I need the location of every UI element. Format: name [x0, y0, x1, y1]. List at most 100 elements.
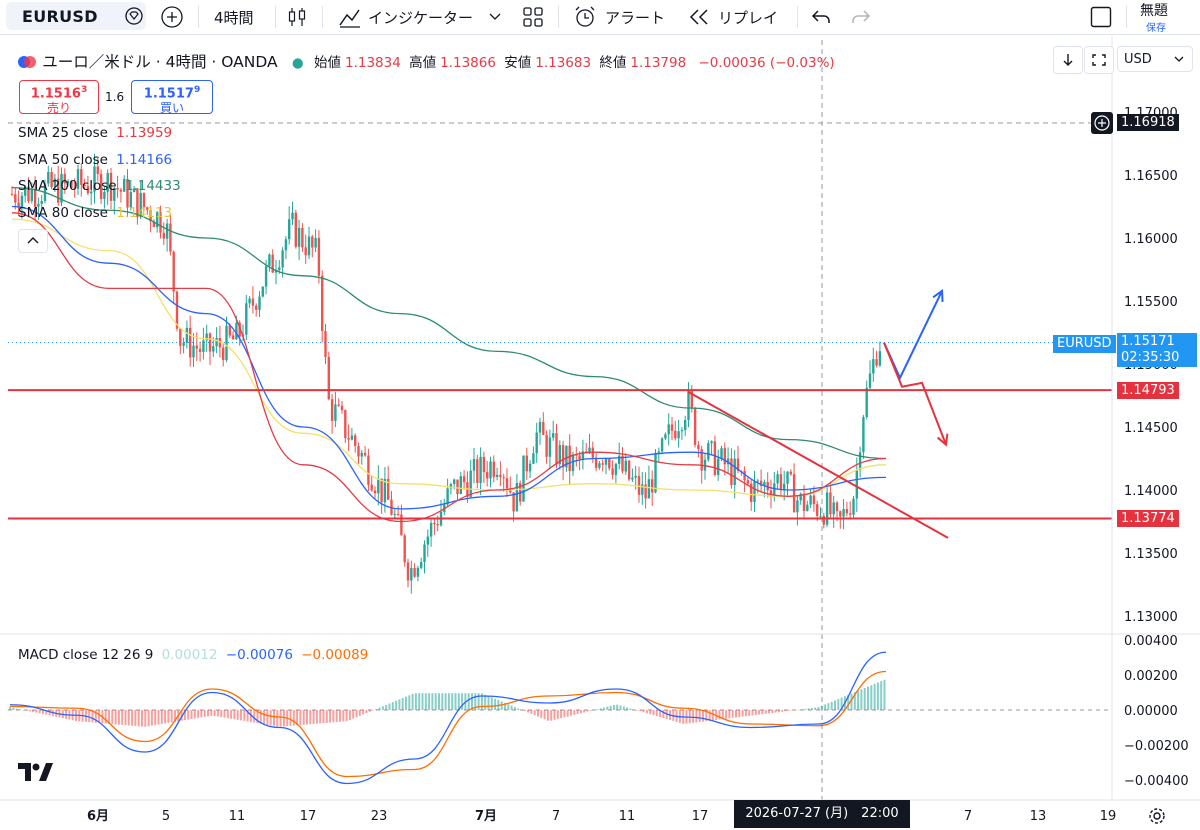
buy-button[interactable]: 1.15179 買い: [131, 80, 213, 115]
macd-histogram-bar: [797, 709, 800, 711]
macd-legend[interactable]: MACD close 12 26 9 0.00012 −0.00076 −0.0…: [18, 647, 372, 663]
candle-up: [297, 227, 301, 247]
candle-down: [228, 325, 231, 336]
macd-histogram-bar: [807, 708, 810, 710]
indicators-button[interactable]: インジケーター: [338, 0, 501, 34]
fullscreen-button[interactable]: [1090, 0, 1112, 34]
projection-down-arrow: [883, 342, 947, 446]
candle-up: [552, 433, 555, 438]
candle-up: [185, 327, 189, 343]
macd-histogram-bar: [325, 710, 328, 723]
candle-up: [350, 435, 354, 440]
indicators-label: インジケーター: [368, 8, 474, 27]
layout-name[interactable]: 無題: [1140, 3, 1168, 19]
gear-icon: [1149, 808, 1165, 824]
candle-down: [238, 322, 241, 337]
macd-tick-label: −0.00200: [1124, 739, 1189, 754]
macd-histogram-bar: [500, 701, 503, 710]
candle-up: [855, 470, 858, 499]
candle-up: [726, 458, 730, 465]
save-label[interactable]: 保存: [1146, 23, 1166, 34]
symbol-search-button[interactable]: EURUSD: [6, 2, 146, 30]
maximize-pane-button[interactable]: [1084, 46, 1114, 74]
macd-histogram-bar: [210, 710, 213, 716]
candle-up: [261, 286, 264, 297]
legend-sma25[interactable]: SMA 25 close 1.13959: [18, 125, 176, 141]
replay-button[interactable]: リプレイ: [688, 0, 778, 34]
chart-title: ユーロ／米ドル · 4時間 · OANDA: [42, 53, 278, 71]
sell-button[interactable]: 1.15163 売り: [19, 80, 99, 115]
macd-signal-line: [9, 670, 887, 778]
candle-down: [50, 172, 53, 188]
chart-legend-header: ユーロ／米ドル · 4時間 · OANDA ● 始値 1.13834 高値 1.13…: [18, 50, 839, 72]
candle-up: [858, 452, 862, 471]
time-tick-label: 11: [619, 809, 636, 824]
currency-label: USD: [1124, 52, 1152, 67]
candle-up: [30, 189, 33, 202]
collapse-legend-button[interactable]: [18, 229, 48, 253]
candle-down: [70, 181, 73, 188]
time-tick-label: 7: [552, 809, 560, 824]
candle-up: [538, 421, 542, 433]
candle-up: [37, 203, 40, 207]
scroll-down-button[interactable]: [1053, 46, 1083, 74]
macd-histogram-bar: [721, 710, 724, 720]
candle-up: [20, 195, 24, 208]
candle-down: [769, 490, 773, 496]
resistance-price-tag: 1.14793: [1117, 382, 1179, 399]
price-tick-label: 1.14500: [1124, 421, 1178, 436]
macd-histogram-bar: [741, 710, 744, 717]
crosshair-date-tag: 2026-07-27 (月) 22:00: [734, 800, 910, 828]
candle-up: [806, 504, 809, 511]
candle-up: [733, 458, 736, 485]
interval-button[interactable]: 4時間: [214, 8, 254, 27]
candle-up: [449, 484, 453, 489]
candle-up: [865, 387, 868, 417]
price-chart[interactable]: 1.170001.165001.160001.155001.150001.145…: [0, 35, 1200, 828]
macd-histogram-bar: [266, 710, 269, 725]
macd-histogram-bar: [824, 704, 827, 710]
signal-value: −0.00089: [301, 647, 369, 663]
macd-histogram-bar: [649, 710, 652, 715]
undo-button[interactable]: [810, 0, 832, 34]
legend-sma200[interactable]: SMA 200 close 1.14433: [18, 178, 185, 194]
candle-down: [363, 452, 367, 456]
templates-button[interactable]: [522, 0, 544, 34]
macd-histogram-bar: [847, 694, 850, 710]
macd-histogram-bar: [375, 708, 378, 710]
indicators-icon: [339, 9, 360, 28]
macd-histogram-bar: [731, 710, 734, 718]
candle-down: [152, 221, 156, 228]
macd-histogram-bar: [593, 709, 596, 711]
macd-histogram-bar: [612, 705, 615, 710]
compare-add-button[interactable]: [160, 0, 184, 34]
legend-sma50[interactable]: SMA 50 close 1.14166: [18, 152, 176, 168]
macd-histogram-bar: [408, 695, 411, 710]
candle-down: [512, 492, 515, 512]
macd-histogram-bar: [164, 710, 167, 724]
chart-type-button[interactable]: [287, 0, 307, 34]
settings-button[interactable]: [1147, 806, 1167, 830]
low-value: 1.13683: [535, 55, 592, 71]
macd-histogram-bar: [834, 700, 836, 710]
macd-histogram-bar: [236, 710, 239, 720]
macd-histogram-bar: [309, 710, 312, 725]
candle-up: [53, 178, 57, 188]
macd-line: [9, 651, 887, 785]
redo-button[interactable]: [850, 0, 872, 34]
candle-up: [453, 479, 456, 485]
currency-select[interactable]: USD: [1117, 46, 1193, 72]
candle-up: [842, 509, 845, 517]
macd-histogram-bar: [91, 710, 94, 723]
macd-histogram-bar: [48, 710, 51, 716]
macd-hist-value: 0.00012: [161, 647, 218, 663]
candle-up: [416, 567, 420, 577]
macd-histogram-bar: [233, 710, 236, 720]
legend-sma80[interactable]: SMA 80 close 1.14113: [18, 205, 176, 221]
open-value: 1.13834: [345, 55, 401, 71]
macd-histogram-bar: [345, 710, 348, 722]
candle-down: [294, 212, 297, 247]
macd-histogram-bar: [114, 710, 117, 725]
macd-histogram-bar: [550, 710, 553, 721]
alert-button[interactable]: アラート: [573, 0, 665, 34]
